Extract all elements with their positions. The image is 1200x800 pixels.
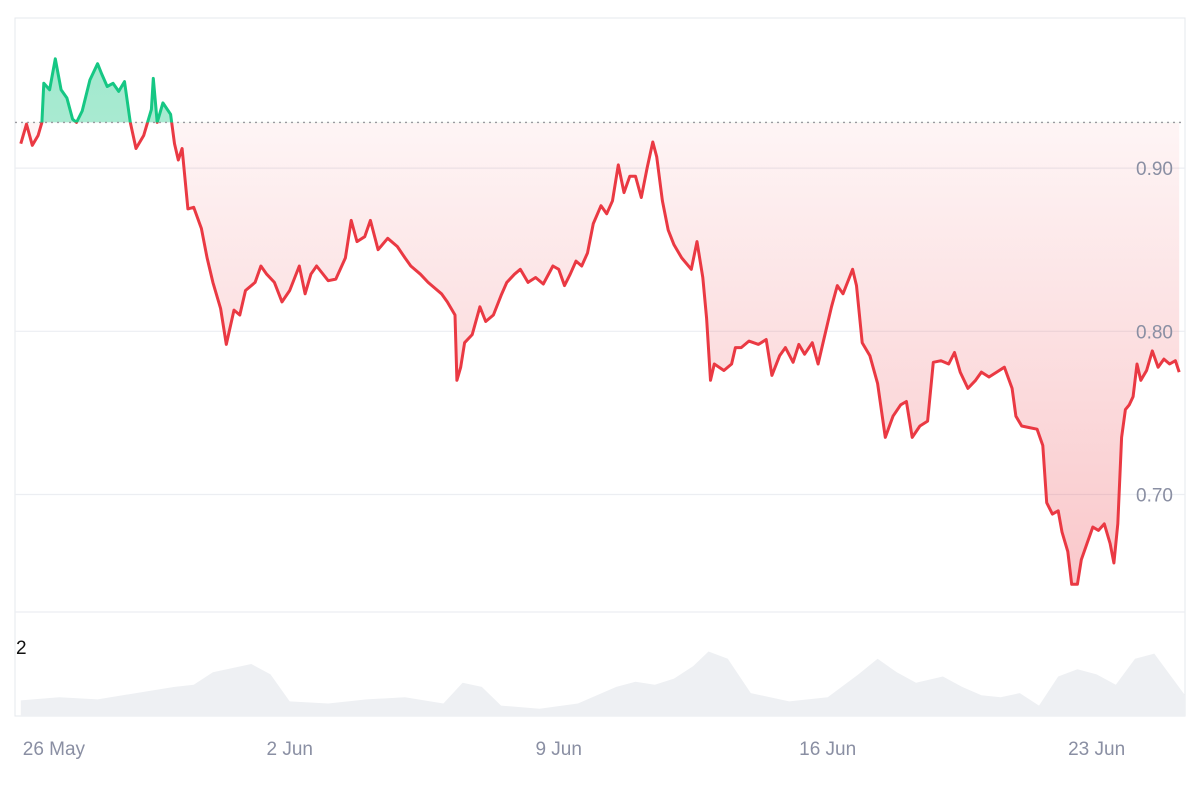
x-tick-label: 9 Jun (535, 739, 581, 760)
volume-area (20, 651, 1185, 716)
y-tick-label: 0.90 (1136, 159, 1173, 180)
x-tick-label: 2 Jun (266, 739, 312, 760)
y-axis-ticks: 0.90 0.80 0.70 (1136, 159, 1173, 506)
x-tick-label: 16 Jun (799, 739, 856, 760)
price-area-below-baseline (20, 122, 1180, 585)
volume-axis-label: 2 (16, 638, 27, 659)
x-tick-label: 26 May (23, 739, 86, 760)
x-axis-ticks: 26 May 2 Jun 9 Jun 16 Jun 23 Jun (23, 739, 1125, 760)
y-tick-label: 0.80 (1136, 322, 1173, 343)
x-tick-label: 23 Jun (1068, 739, 1125, 760)
price-line-below-baseline (19, 122, 1181, 586)
y-tick-label: 0.70 (1136, 486, 1173, 507)
